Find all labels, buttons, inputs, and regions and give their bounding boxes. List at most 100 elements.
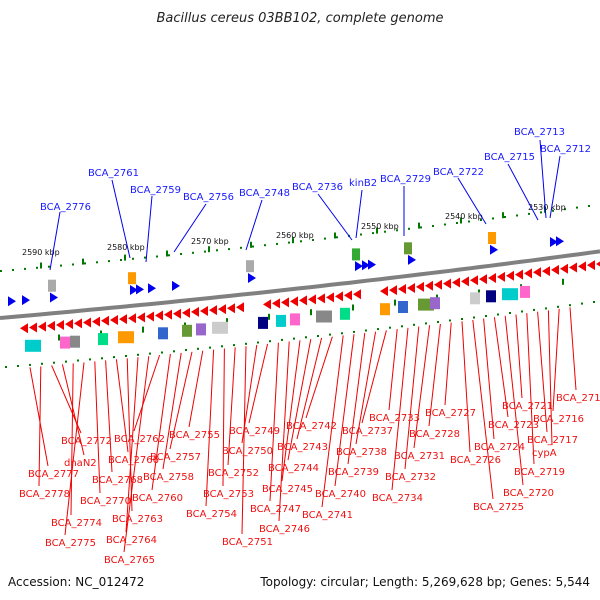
label-bca-2723[interactable]: BCA_2723 xyxy=(488,420,539,431)
label-bca-2772[interactable]: BCA_2772 xyxy=(61,436,112,447)
inner-dot xyxy=(161,351,163,354)
outer-tick xyxy=(418,222,420,229)
label-kinb2[interactable]: kinB2 xyxy=(349,178,377,189)
label-bca-2729[interactable]: BCA_2729 xyxy=(380,174,431,185)
label-bca-2778[interactable]: BCA_2778 xyxy=(19,489,70,500)
label-bca-2751[interactable]: BCA_2751 xyxy=(222,537,273,548)
label-bca-2764[interactable]: BCA_2764 xyxy=(106,535,157,546)
label-bca-2720[interactable]: BCA_2720 xyxy=(503,488,554,499)
reverse-gene-arrow xyxy=(551,264,559,275)
reverse-gene-arrow xyxy=(137,312,145,323)
label-bca-2762[interactable]: BCA_2762 xyxy=(114,434,165,445)
reverse-gene-arrow xyxy=(308,294,316,305)
feature-block xyxy=(340,307,350,320)
inner-dot xyxy=(485,315,487,317)
reverse-gene-arrow xyxy=(38,321,46,332)
label-bca-2742[interactable]: BCA_2742 xyxy=(286,421,337,432)
label-bca-2717[interactable]: BCA_2717 xyxy=(527,435,578,446)
label-bca-2763[interactable]: BCA_2763 xyxy=(112,514,163,525)
label-bca-2715[interactable]: BCA_2715 xyxy=(484,152,535,163)
label-bca-2721[interactable]: BCA_2721 xyxy=(502,401,553,412)
outer-dot xyxy=(588,205,590,207)
label-bca-2722[interactable]: BCA_2722 xyxy=(433,167,484,178)
label-bca-2744[interactable]: BCA_2744 xyxy=(268,463,319,474)
label-bca-2746[interactable]: BCA_2746 xyxy=(259,524,310,535)
label-bca-2713[interactable]: BCA_2713 xyxy=(514,127,565,138)
label-bca-2776[interactable]: BCA_2776 xyxy=(40,202,91,213)
label-bca-2712[interactable]: BCA_2712 xyxy=(540,144,591,155)
bottom-leader-line xyxy=(404,326,420,470)
forward-gene-arrow xyxy=(148,283,156,294)
reverse-gene-arrow xyxy=(425,280,433,291)
inner-tick xyxy=(268,313,270,320)
label-bca-2765[interactable]: BCA_2765 xyxy=(104,555,155,566)
label-bca-2724[interactable]: BCA_2724 xyxy=(474,442,525,453)
label-bca-2753[interactable]: BCA_2753 xyxy=(203,489,254,500)
label-bca-2732[interactable]: BCA_2732 xyxy=(385,472,436,483)
reverse-gene-arrow xyxy=(470,275,478,286)
label-bca-2719[interactable]: BCA_2719 xyxy=(514,467,565,478)
label-bca-2775[interactable]: BCA_2775 xyxy=(45,538,96,549)
reverse-gene-arrow xyxy=(155,310,163,321)
bottom-leader-line xyxy=(526,313,535,465)
label-bca-2759[interactable]: BCA_2759 xyxy=(130,185,181,196)
label-bca-2757[interactable]: BCA_2757 xyxy=(150,452,201,463)
label-bca-2745[interactable]: BCA_2745 xyxy=(262,484,313,495)
label-bca-2756[interactable]: BCA_2756 xyxy=(183,192,234,203)
label-bca-2766[interactable]: BCA_2766 xyxy=(108,455,159,466)
reverse-gene-arrow xyxy=(317,293,325,304)
reverse-gene-arrow xyxy=(182,307,190,318)
label-bca-2755[interactable]: BCA_2755 xyxy=(169,430,220,441)
reverse-gene-arrow xyxy=(380,286,388,297)
label-bca-2770[interactable]: BCA_2770 xyxy=(80,496,131,507)
label-bca-2747[interactable]: BCA_2747 xyxy=(250,504,301,515)
label-cypa[interactable]: cypA xyxy=(532,448,557,459)
label-bca-2754[interactable]: BCA_2754 xyxy=(186,509,237,520)
reverse-gene-arrow xyxy=(101,315,109,326)
inner-dot xyxy=(77,359,79,362)
label-bca-2760[interactable]: BCA_2760 xyxy=(132,493,183,504)
forward-gene-arrow xyxy=(248,272,256,283)
label-bca-2727[interactable]: BCA_2727 xyxy=(425,408,476,419)
label-bca-2750[interactable]: BCA_2750 xyxy=(222,446,273,457)
reverse-gene-arrow xyxy=(173,308,181,319)
label-bca-2728[interactable]: BCA_2728 xyxy=(409,429,460,440)
reverse-gene-arrow xyxy=(74,318,82,329)
reverse-gene-arrow xyxy=(326,292,334,303)
outer-dot xyxy=(360,233,362,236)
label-bca-2736[interactable]: BCA_2736 xyxy=(292,182,343,193)
label-bca-2743[interactable]: BCA_2743 xyxy=(277,442,328,453)
label-bca-2777[interactable]: BCA_2777 xyxy=(28,469,79,480)
label-bca-2749[interactable]: BCA_2749 xyxy=(229,426,280,437)
inner-tick xyxy=(352,304,354,311)
label-bca-2716[interactable]: BCA_2716 xyxy=(533,414,584,425)
inner-dot xyxy=(173,350,175,353)
label-bca-2726[interactable]: BCA_2726 xyxy=(450,455,501,466)
feature-block xyxy=(398,301,408,313)
label-bca-2758[interactable]: BCA_2758 xyxy=(143,472,194,483)
label-bca-2748[interactable]: BCA_2748 xyxy=(239,188,290,199)
label-bca-2740[interactable]: BCA_2740 xyxy=(315,489,366,500)
outer-feature-block xyxy=(352,248,360,261)
label-bca-2752[interactable]: BCA_2752 xyxy=(208,468,259,479)
label-bca-2768[interactable]: BCA_2768 xyxy=(92,475,143,486)
label-bca-2741[interactable]: BCA_2741 xyxy=(302,510,353,521)
reverse-gene-arrow xyxy=(29,322,37,333)
inner-dot xyxy=(389,326,391,329)
label-bca-2731[interactable]: BCA_2731 xyxy=(394,451,445,462)
label-bca-2761[interactable]: BCA_2761 xyxy=(88,168,139,179)
reverse-gene-arrow xyxy=(65,319,73,330)
reverse-gene-arrow xyxy=(398,284,406,295)
label-bca-2714[interactable]: BCA_2714 xyxy=(556,393,600,404)
label-bca-2737[interactable]: BCA_2737 xyxy=(342,426,393,437)
label-bca-2738[interactable]: BCA_2738 xyxy=(336,447,387,458)
label-dnan2[interactable]: dnaN2 xyxy=(64,458,97,469)
label-bca-2734[interactable]: BCA_2734 xyxy=(372,493,423,504)
outer-dot xyxy=(528,212,530,215)
label-bca-2725[interactable]: BCA_2725 xyxy=(473,502,524,513)
outer-tick xyxy=(250,241,252,248)
label-bca-2774[interactable]: BCA_2774 xyxy=(51,518,102,529)
label-bca-2733[interactable]: BCA_2733 xyxy=(369,413,420,424)
inner-dot xyxy=(509,312,511,314)
label-bca-2739[interactable]: BCA_2739 xyxy=(328,467,379,478)
